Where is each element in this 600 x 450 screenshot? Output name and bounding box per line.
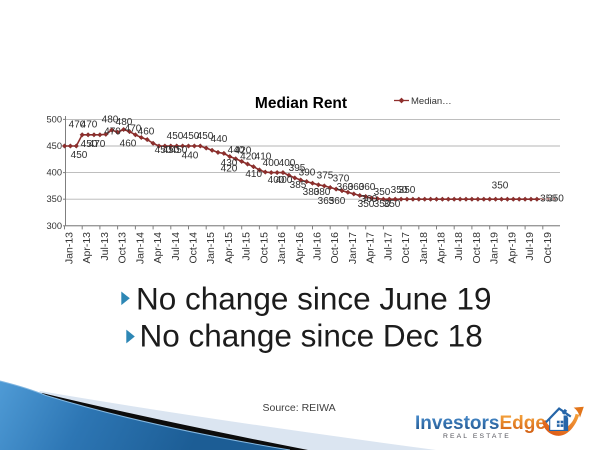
svg-text:Oct-18: Oct-18 <box>471 232 483 264</box>
svg-text:350: 350 <box>540 194 557 205</box>
svg-text:420: 420 <box>240 151 257 162</box>
svg-text:470: 470 <box>125 123 142 134</box>
svg-text:Apr-15: Apr-15 <box>223 232 235 264</box>
svg-text:360: 360 <box>329 196 346 207</box>
svg-text:REAL ESTATE: REAL ESTATE <box>443 433 511 440</box>
svg-text:470: 470 <box>69 119 86 130</box>
svg-text:365: 365 <box>318 196 335 207</box>
svg-text:Jul-19: Jul-19 <box>524 232 536 261</box>
svg-text:450: 450 <box>197 131 214 142</box>
svg-text:360: 360 <box>361 194 378 205</box>
svg-text:Jul-18: Jul-18 <box>453 232 465 261</box>
svg-text:Oct-16: Oct-16 <box>329 232 341 264</box>
svg-text:440: 440 <box>211 134 228 145</box>
svg-text:420: 420 <box>221 163 238 174</box>
svg-text:Apr-19: Apr-19 <box>506 232 518 264</box>
svg-text:Median Rent: Median Rent <box>255 95 347 112</box>
svg-text:440: 440 <box>228 145 245 156</box>
svg-text:400: 400 <box>268 175 285 186</box>
svg-text:Oct-17: Oct-17 <box>400 232 412 264</box>
svg-text:350: 350 <box>46 194 62 204</box>
svg-text:360: 360 <box>337 182 354 193</box>
svg-text:InvestorsEdge: InvestorsEdge <box>415 413 546 434</box>
svg-text:Jan-16: Jan-16 <box>276 232 288 264</box>
svg-text:385: 385 <box>290 180 307 191</box>
svg-text:410: 410 <box>245 169 262 180</box>
svg-text:395: 395 <box>289 163 306 174</box>
svg-text:380: 380 <box>303 187 320 198</box>
svg-text:370: 370 <box>333 173 350 184</box>
svg-text:480: 480 <box>102 114 119 125</box>
svg-text:Median…: Median… <box>411 96 452 107</box>
svg-text:390: 390 <box>299 167 316 178</box>
svg-text:Apr-13: Apr-13 <box>81 232 93 264</box>
svg-text:350: 350 <box>384 199 401 210</box>
svg-text:450: 450 <box>163 145 180 156</box>
svg-text:Apr-16: Apr-16 <box>294 232 306 264</box>
svg-text:380: 380 <box>314 187 331 198</box>
svg-text:350: 350 <box>547 194 564 205</box>
svg-text:440: 440 <box>182 150 199 161</box>
svg-text:470: 470 <box>104 127 121 138</box>
svg-text:Jan-14: Jan-14 <box>134 232 146 264</box>
svg-text:480: 480 <box>116 117 133 128</box>
svg-text:350: 350 <box>374 187 391 198</box>
svg-text:Jan-18: Jan-18 <box>418 232 430 264</box>
svg-text:360: 360 <box>359 182 376 193</box>
svg-text:460: 460 <box>120 138 137 149</box>
svg-text:460: 460 <box>138 127 155 138</box>
svg-text:Apr-18: Apr-18 <box>436 232 448 264</box>
svg-text:Oct-19: Oct-19 <box>542 232 554 264</box>
svg-text:Jan-17: Jan-17 <box>347 232 359 264</box>
svg-text:400: 400 <box>46 168 62 178</box>
svg-text:450: 450 <box>81 139 98 150</box>
svg-text:450: 450 <box>171 145 188 156</box>
svg-text:450: 450 <box>167 131 184 142</box>
svg-text:375: 375 <box>317 170 334 181</box>
svg-text:450: 450 <box>183 131 200 142</box>
svg-text:500: 500 <box>46 114 62 124</box>
svg-text:Apr-17: Apr-17 <box>365 232 377 264</box>
svg-text:300: 300 <box>46 221 62 231</box>
svg-text:400: 400 <box>276 175 293 186</box>
svg-text:450: 450 <box>71 150 88 161</box>
svg-text:Jul-14: Jul-14 <box>170 232 182 261</box>
svg-text:Oct-13: Oct-13 <box>117 232 129 264</box>
svg-text:360: 360 <box>348 182 365 193</box>
svg-text:No change since Dec 18: No change since Dec 18 <box>140 318 483 354</box>
svg-text:350: 350 <box>391 185 408 196</box>
svg-text:400: 400 <box>263 158 280 169</box>
svg-text:470: 470 <box>89 139 106 150</box>
svg-text:350: 350 <box>399 185 416 196</box>
svg-text:Oct-15: Oct-15 <box>258 232 270 264</box>
svg-text:420: 420 <box>235 145 252 156</box>
svg-text:410: 410 <box>255 151 272 162</box>
svg-text:350: 350 <box>374 199 391 210</box>
svg-text:350: 350 <box>492 180 509 191</box>
svg-text:Jul-15: Jul-15 <box>241 232 253 261</box>
svg-text:430: 430 <box>221 158 238 169</box>
svg-text:Jan-19: Jan-19 <box>489 232 501 264</box>
svg-text:No change since June 19: No change since June 19 <box>136 281 492 317</box>
svg-text:450: 450 <box>46 141 62 151</box>
svg-text:Jan-15: Jan-15 <box>205 232 217 264</box>
svg-text:Oct-14: Oct-14 <box>188 232 200 264</box>
svg-text:470: 470 <box>81 119 98 130</box>
svg-text:450: 450 <box>155 145 172 156</box>
svg-text:Jul-13: Jul-13 <box>99 232 111 261</box>
svg-text:400: 400 <box>279 158 296 169</box>
svg-text:Jul-17: Jul-17 <box>382 232 394 261</box>
svg-text:Source: REIWA: Source: REIWA <box>263 402 336 414</box>
svg-text:Jul-16: Jul-16 <box>312 232 324 261</box>
svg-text:350: 350 <box>358 199 375 210</box>
svg-text:Jan-13: Jan-13 <box>64 232 76 264</box>
svg-text:Apr-14: Apr-14 <box>152 232 164 264</box>
